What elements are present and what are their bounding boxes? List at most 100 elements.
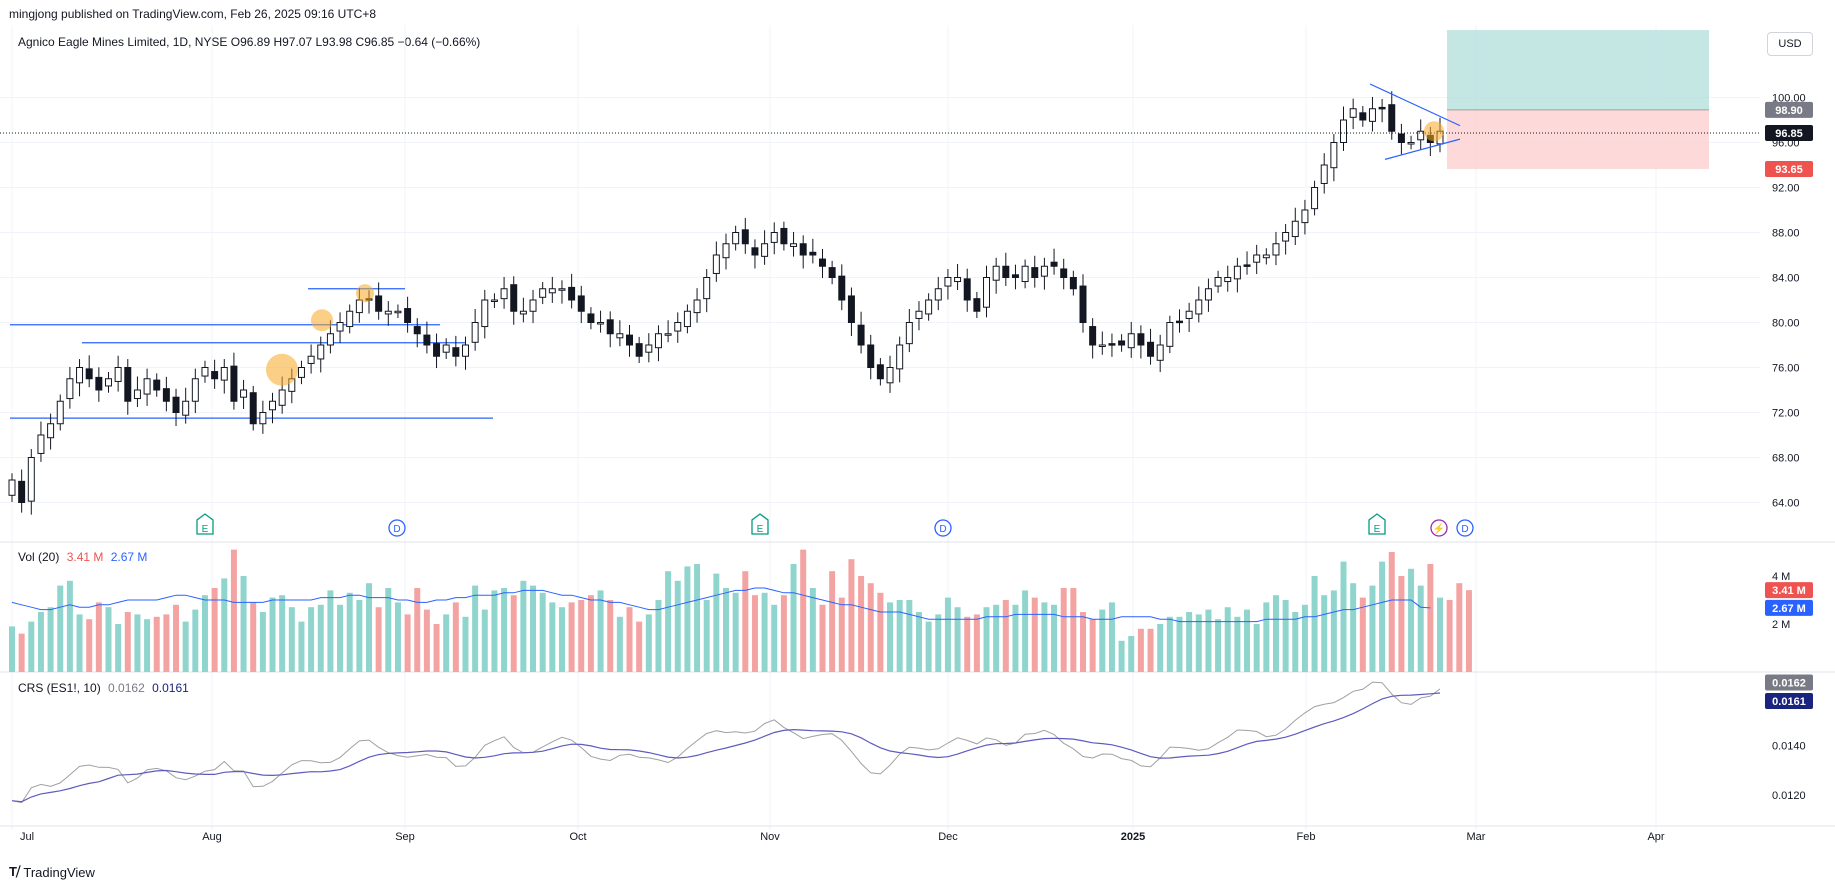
volume-bar xyxy=(501,588,508,672)
candle-body xyxy=(616,333,624,339)
price-tick-label: 92.00 xyxy=(1772,183,1800,195)
volume-bar xyxy=(1224,607,1231,672)
price-tick-label: 100.00 xyxy=(1772,93,1806,105)
candle-body xyxy=(27,457,35,502)
candle-body xyxy=(37,434,45,454)
crs-line xyxy=(11,681,1441,804)
volume-bar xyxy=(1205,609,1212,672)
volume-bar xyxy=(877,592,884,672)
candle-body xyxy=(635,343,643,357)
volume-bar xyxy=(414,588,421,672)
volume-bar xyxy=(163,614,170,672)
candle-body xyxy=(925,299,933,315)
volume-bar xyxy=(1282,600,1289,672)
candle-body xyxy=(394,310,402,314)
tradingview-logo: T⧸ TradingView xyxy=(9,864,95,880)
volume-bar xyxy=(761,592,768,672)
volume-bar xyxy=(481,609,488,672)
candle-body xyxy=(1108,343,1116,346)
candle-body xyxy=(240,389,248,398)
candle-body xyxy=(1118,340,1126,346)
currency-selector[interactable]: USD xyxy=(1767,32,1813,56)
volume-bar xyxy=(858,576,865,672)
time-tick-label: 2025 xyxy=(1121,831,1145,843)
candle-body xyxy=(1204,288,1212,301)
volume-bar xyxy=(28,621,35,672)
volume-bar xyxy=(134,614,141,672)
stop-zone xyxy=(1447,109,1709,169)
price-tick-label: 72.00 xyxy=(1772,408,1800,420)
volume-bar xyxy=(433,624,440,672)
candle-body xyxy=(548,288,556,294)
price-badge xyxy=(1765,101,1813,118)
volume-bar xyxy=(558,607,565,672)
volume-bar xyxy=(1263,602,1270,672)
volume-bar xyxy=(1166,616,1173,672)
candle-body xyxy=(954,277,962,283)
candle-body xyxy=(712,254,720,274)
dividend-icon xyxy=(388,519,406,537)
candle-body xyxy=(1040,265,1048,277)
volume-bar xyxy=(1321,595,1328,672)
event-marker-text: D xyxy=(939,524,946,535)
volume-bar xyxy=(838,597,845,672)
candle-body xyxy=(1272,243,1280,256)
candle-body xyxy=(1291,220,1299,238)
volume-bar xyxy=(915,612,922,672)
candle-body xyxy=(76,367,84,384)
volume-bar xyxy=(472,585,479,672)
volume-bar xyxy=(964,616,971,672)
volume-bar xyxy=(298,621,305,672)
volume-bar xyxy=(153,616,160,672)
candle-body xyxy=(1079,285,1087,323)
candle-body xyxy=(307,355,315,364)
volume-bar xyxy=(9,626,15,672)
volume-bar xyxy=(935,614,942,672)
volume-bar xyxy=(144,619,151,672)
event-marker-5: ⚡ xyxy=(1430,519,1448,537)
candle-body xyxy=(452,347,460,357)
candle-body xyxy=(423,334,431,346)
candle-body xyxy=(838,275,846,301)
volume-bar xyxy=(655,600,662,672)
volume-bar xyxy=(86,619,93,672)
highlight-circle-2 xyxy=(356,284,374,303)
candle-body xyxy=(896,344,904,370)
event-marker-text: D xyxy=(393,524,400,535)
candle-body xyxy=(172,396,180,414)
price-tick-label: 76.00 xyxy=(1772,363,1800,375)
candle-body xyxy=(404,308,412,323)
volume-bar xyxy=(906,600,913,672)
volume-bar xyxy=(375,607,382,672)
candle-body xyxy=(1050,261,1058,267)
candle-body xyxy=(1166,322,1174,347)
volume-badge-label: 3.41 M xyxy=(1772,585,1806,597)
crs-legend: CRS (ES1!, 10) 0.0162 0.0161 xyxy=(18,681,189,695)
candle-body xyxy=(317,344,325,360)
candle-body xyxy=(1098,344,1106,347)
candle-body xyxy=(1301,209,1309,224)
candle-body xyxy=(384,310,392,315)
volume-bar xyxy=(723,588,729,672)
volume-bar xyxy=(848,559,855,672)
volume-bar xyxy=(1272,595,1279,672)
volume-bar xyxy=(607,600,614,672)
volume-bar xyxy=(66,580,73,672)
candle-body xyxy=(626,334,634,346)
event-marker-text: ⚡ xyxy=(1433,522,1445,535)
candle-body xyxy=(1175,320,1183,324)
volume-bar xyxy=(366,583,372,672)
volume-bar xyxy=(327,590,334,672)
volume-badge-label: 2.67 M xyxy=(1772,603,1806,615)
volume-bar xyxy=(404,614,411,672)
candle-body xyxy=(1127,333,1135,349)
candle-body xyxy=(481,299,489,328)
volume-bar xyxy=(1118,640,1125,672)
candle-body xyxy=(510,284,518,312)
candle-body xyxy=(741,229,749,245)
volume-bar xyxy=(288,607,295,672)
candle-body xyxy=(683,310,691,328)
candle-body xyxy=(230,365,238,402)
volume-bar xyxy=(771,604,778,672)
